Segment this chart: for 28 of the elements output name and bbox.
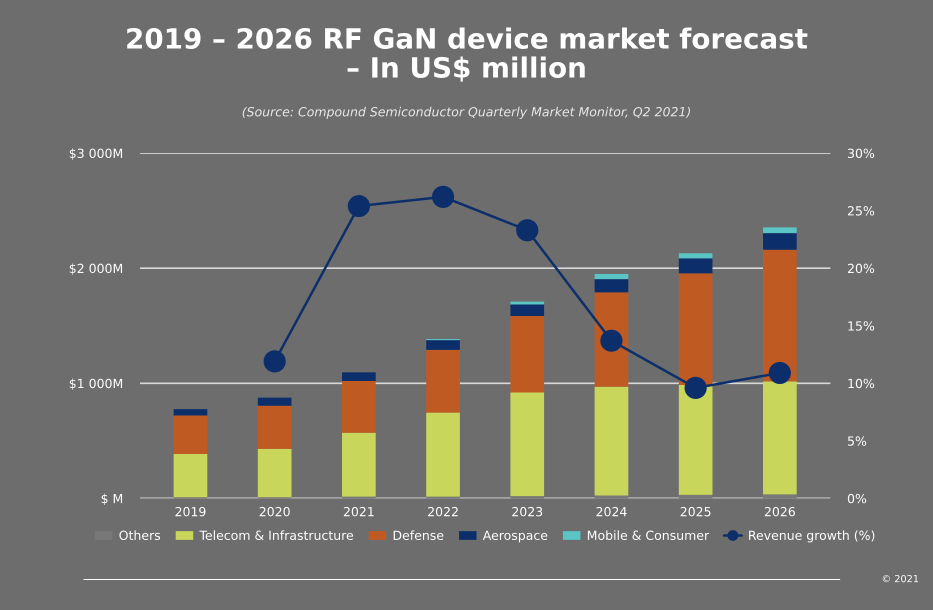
y-tick-label: $ M: [102, 494, 122, 505]
y2-tick-label: 25%: [848, 206, 874, 216]
y-tick-label: $1 000M: [70, 378, 122, 390]
chart-title: 2019 – 2026 RF GaN device market forecast – In US$ million: [127, 27, 808, 82]
y2-tick-label: 30%: [848, 148, 874, 158]
legend-label: Aerospace: [482, 530, 548, 542]
y2-tick-label: 10%: [848, 378, 874, 388]
legend-label: Telecom & Infrastructure: [199, 530, 354, 540]
x-tick-label: 2021: [344, 506, 374, 516]
x-tick-label: 2025: [680, 506, 710, 516]
y-tick-label: $3 000M: [70, 148, 122, 160]
legend-label: Revenue growth (%): [749, 530, 874, 542]
y2-tick-label: 5%: [848, 436, 866, 446]
y2-tick-label: 20%: [848, 264, 874, 274]
chart-subtitle: (Source: Compound Semiconductor Quarterly Market Monitor, Q2 2021): [242, 106, 690, 119]
x-tick-label: 2019: [175, 506, 206, 516]
x-tick-label: 2026: [764, 506, 795, 516]
y2-tick-label: 0%: [848, 494, 866, 504]
x-tick-label: 2020: [260, 506, 290, 516]
legend-label: Mobile & Consumer: [588, 530, 710, 540]
x-tick-label: 2024: [596, 506, 627, 516]
legend-label: Defense: [394, 530, 444, 540]
y2-tick-label: 15%: [848, 321, 874, 331]
y-tick-label: $2 000M: [70, 263, 122, 275]
x-tick-label: 2022: [428, 506, 458, 516]
legend-label: Others: [119, 530, 160, 540]
x-tick-label: 2023: [512, 506, 542, 516]
text: © 2021: [882, 574, 918, 582]
